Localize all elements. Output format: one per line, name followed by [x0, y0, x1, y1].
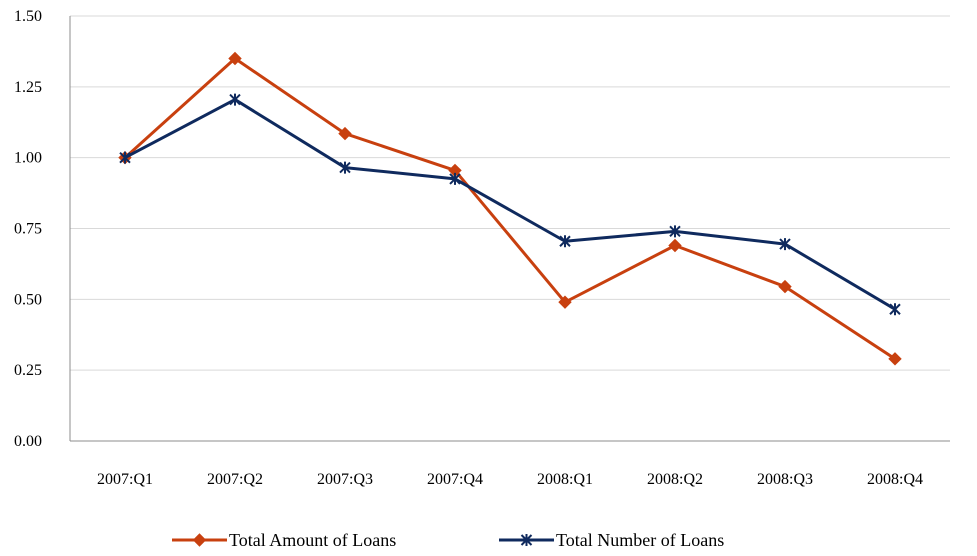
data-point-diamond	[228, 51, 242, 66]
x-tick-label: 2007:Q4	[427, 471, 483, 488]
x-tick-label: 2007:Q1	[97, 471, 153, 488]
data-point-diamond	[338, 126, 352, 141]
legend-label: Total Number of Loans	[556, 530, 724, 550]
data-point-diamond	[558, 295, 572, 309]
x-tick-label: 2008:Q3	[757, 471, 813, 488]
y-axis: 0.00 0.25 0.50 0.75 1.00 1.25 1.50	[14, 8, 71, 450]
data-point-asterisk	[449, 172, 461, 185]
y-tick-label: 1.50	[14, 8, 42, 25]
y-tick-label: 1.25	[14, 79, 42, 96]
y-tick-label: 0.75	[14, 221, 42, 238]
data-point-asterisk	[339, 161, 351, 174]
x-tick-label: 2008:Q2	[647, 471, 703, 488]
data-point-asterisk	[889, 303, 901, 316]
legend-item: Total Number of Loans	[499, 530, 724, 550]
x-axis: 2007:Q1 2007:Q2 2007:Q3 2007:Q4 2008:Q1 2008:…	[70, 440, 950, 488]
data-point-diamond	[888, 352, 902, 366]
y-tick-label: 0.25	[14, 362, 42, 379]
legend: Total Amount of Loans Total Number of Loa…	[172, 530, 724, 550]
data-point-asterisk	[669, 225, 681, 238]
gridlines	[70, 15, 950, 371]
y-tick-label: 1.00	[14, 150, 42, 167]
data-point-asterisk	[559, 235, 571, 248]
series-line	[124, 98, 896, 311]
y-tick-label: 0.50	[14, 291, 42, 308]
data-point-asterisk	[119, 151, 131, 164]
series-1	[118, 51, 902, 366]
y-tick-label: 0.00	[14, 433, 42, 450]
series-layer	[118, 51, 902, 366]
legend-marker-diamond	[192, 533, 207, 547]
legend-label: Total Amount of Loans	[229, 530, 396, 550]
data-point-asterisk	[229, 93, 241, 106]
series-2	[119, 93, 901, 316]
series-line	[123, 57, 896, 361]
legend-marker-asterisk	[520, 534, 533, 546]
legend-item: Total Amount of Loans	[172, 530, 396, 550]
data-point-asterisk	[779, 238, 791, 251]
data-point-diamond	[778, 279, 792, 294]
x-tick-label: 2008:Q4	[867, 471, 923, 488]
x-tick-label: 2008:Q1	[537, 471, 593, 488]
x-tick-label: 2007:Q3	[317, 471, 373, 488]
data-point-diamond	[668, 238, 682, 253]
x-tick-label: 2007:Q2	[207, 471, 263, 488]
